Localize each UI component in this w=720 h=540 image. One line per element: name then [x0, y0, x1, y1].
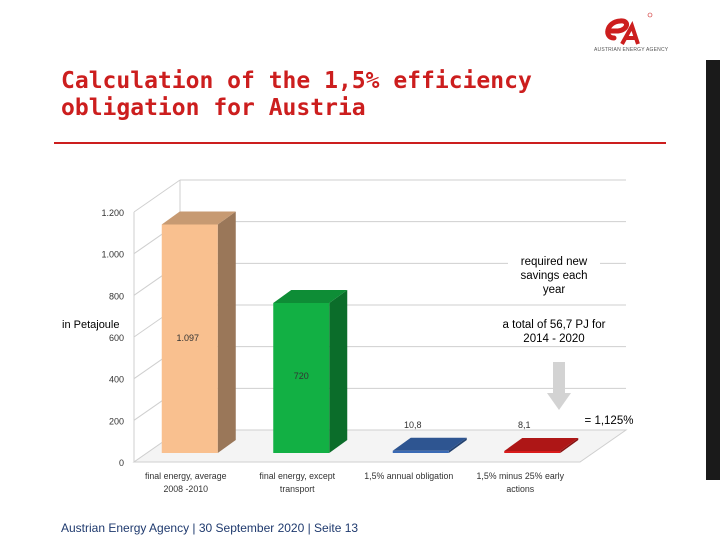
- bars: [161, 211, 579, 453]
- value-label: 720: [294, 371, 309, 381]
- category-label: final energy, average 2008 -2010: [145, 471, 227, 494]
- arrow-head: [547, 393, 571, 410]
- category-label: final energy, except transport: [259, 471, 335, 494]
- bar-front: [273, 303, 330, 453]
- bar-top: [504, 438, 579, 451]
- bar: [161, 211, 236, 453]
- annotation-required: required new savings each year: [508, 255, 600, 297]
- y-tick-label: 0: [119, 458, 124, 468]
- bar-side: [560, 438, 579, 453]
- y-tick-label: 1.000: [101, 250, 124, 260]
- annotation-total: a total of 56,7 PJ for 2014 - 2020: [496, 318, 612, 346]
- bar-front: [161, 224, 218, 453]
- y-tick-label: 200: [109, 416, 124, 426]
- unit-label: in Petajoule: [60, 319, 122, 331]
- bar-side: [217, 211, 236, 453]
- y-tick-label: 1.200: [101, 208, 124, 218]
- annotation-ratio: = 1,125%: [580, 414, 638, 428]
- y-axis-ticks: 0 200 400 600 800 1.000 1.200: [101, 208, 124, 468]
- bar-top: [273, 290, 348, 303]
- grid-line: [133, 179, 181, 213]
- bar: [273, 290, 348, 453]
- y-tick-label: 800: [109, 291, 124, 301]
- bar-front: [504, 451, 561, 453]
- bar-side: [448, 437, 467, 453]
- bar: [504, 438, 579, 453]
- category-label: 1,5% annual obligation: [364, 471, 453, 481]
- logo-registered-mark: [647, 12, 653, 18]
- page-title: Calculation of the 1,5% efficiency oblig…: [61, 68, 532, 121]
- footer-text: Austrian Energy Agency | 30 September 20…: [61, 521, 359, 535]
- y-tick-label: 400: [109, 375, 124, 385]
- logo: [605, 12, 653, 45]
- bar-top: [161, 211, 236, 225]
- arrow: [547, 362, 571, 410]
- bar-top: [392, 437, 467, 451]
- y-tick-label: 600: [109, 333, 124, 343]
- title-divider: [54, 142, 666, 144]
- value-label: 1.097: [176, 333, 199, 343]
- side-accent-bar: [706, 60, 720, 480]
- category-labels: final energy, average 2008 -2010 final ene…: [145, 471, 565, 494]
- logo-e-mark: [605, 18, 629, 41]
- bar: [392, 437, 467, 453]
- logo-tagline: AUSTRIAN ENERGY AGENCY: [594, 47, 669, 53]
- category-label: 1,5% minus 25% early actions: [476, 471, 564, 494]
- bar-side: [329, 290, 348, 453]
- bar-front: [392, 450, 449, 453]
- logo-a-mark: [620, 21, 640, 45]
- value-label: 8,1: [518, 420, 531, 430]
- value-labels: 1.097 720 10,8 8,1: [176, 333, 530, 430]
- arrow-shaft: [553, 362, 565, 394]
- value-label: 10,8: [404, 420, 422, 430]
